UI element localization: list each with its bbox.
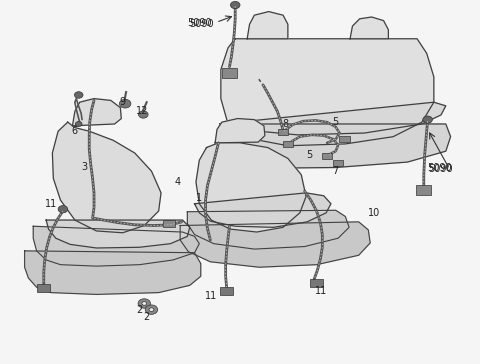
Circle shape	[74, 92, 83, 98]
Polygon shape	[247, 12, 288, 39]
Text: 10: 10	[368, 208, 380, 218]
Bar	[283, 141, 293, 147]
Bar	[222, 68, 237, 78]
Polygon shape	[217, 124, 451, 168]
Circle shape	[145, 305, 157, 314]
Circle shape	[120, 99, 131, 108]
Bar	[339, 136, 349, 142]
Circle shape	[139, 111, 148, 118]
Text: 12: 12	[136, 106, 148, 116]
Text: 9: 9	[120, 97, 126, 107]
Polygon shape	[221, 39, 434, 146]
Text: 11: 11	[315, 286, 327, 296]
Text: 5: 5	[333, 117, 339, 127]
Text: 8: 8	[282, 119, 288, 129]
Circle shape	[75, 122, 82, 127]
Text: 3: 3	[82, 162, 87, 173]
Circle shape	[138, 299, 151, 308]
Polygon shape	[180, 222, 370, 267]
Bar	[220, 287, 233, 295]
Bar	[278, 129, 288, 135]
Text: 2: 2	[144, 312, 150, 322]
Bar	[333, 160, 343, 166]
Text: 5: 5	[306, 150, 312, 160]
Polygon shape	[52, 122, 161, 233]
Polygon shape	[24, 251, 201, 294]
Text: 11: 11	[45, 199, 57, 209]
Polygon shape	[72, 99, 121, 126]
Polygon shape	[215, 119, 265, 143]
Circle shape	[58, 206, 68, 213]
Bar	[322, 153, 332, 159]
Circle shape	[149, 308, 154, 312]
Text: 4: 4	[175, 177, 181, 187]
Text: 5090: 5090	[188, 18, 212, 28]
Bar	[310, 279, 323, 287]
Polygon shape	[46, 220, 190, 248]
Circle shape	[142, 302, 147, 305]
Bar	[416, 185, 432, 195]
Polygon shape	[196, 143, 306, 232]
Polygon shape	[194, 193, 331, 228]
Text: 5090: 5090	[189, 19, 214, 29]
Bar	[163, 220, 175, 228]
Polygon shape	[350, 17, 388, 39]
Text: 5090: 5090	[427, 163, 452, 173]
Text: 2: 2	[136, 305, 143, 314]
Polygon shape	[33, 226, 199, 266]
Text: 5090: 5090	[428, 164, 453, 174]
Circle shape	[423, 116, 432, 123]
Text: 6: 6	[72, 126, 78, 136]
Polygon shape	[187, 210, 349, 249]
Bar	[37, 284, 50, 292]
Text: 11: 11	[205, 291, 217, 301]
Text: 7: 7	[333, 166, 339, 176]
Circle shape	[230, 1, 240, 9]
Text: 1: 1	[196, 193, 203, 203]
Polygon shape	[220, 102, 446, 135]
